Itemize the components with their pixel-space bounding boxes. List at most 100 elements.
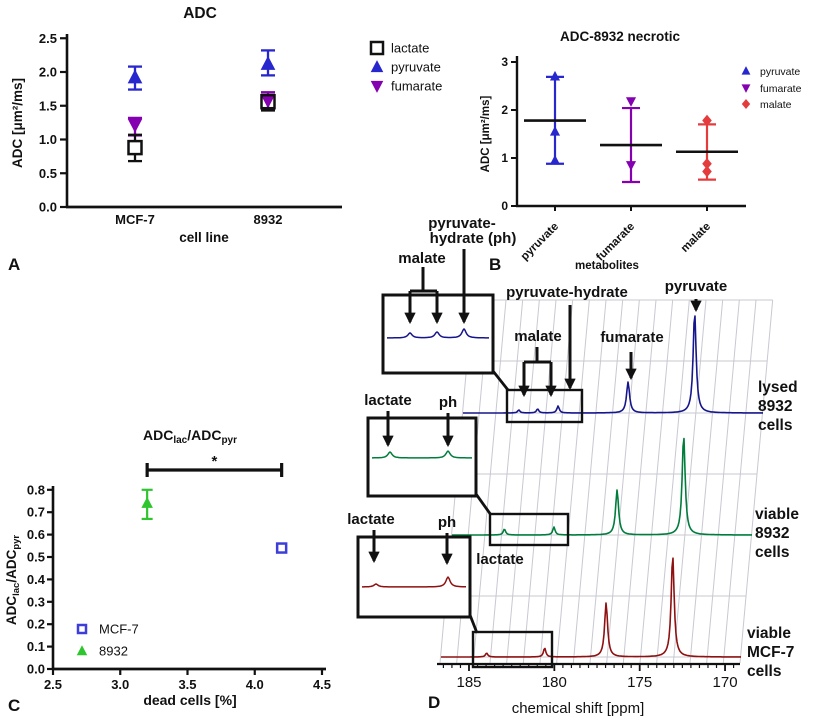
c-8932-point (141, 496, 153, 508)
grid-vline (606, 299, 640, 664)
b-y-tick-label: 3 (501, 55, 508, 69)
spectrum-name-viable-8932-cells: cells (755, 544, 789, 561)
c-y-tick-label: 0.1 (27, 639, 45, 654)
panel-label-b: B (489, 255, 501, 274)
c-xlabel: dead cells [%] (143, 692, 236, 708)
a-legend-lactate-label: lactate (391, 41, 429, 56)
inset-trace-viable-8932 (372, 450, 472, 459)
a-fumarate-marker (127, 118, 143, 133)
grid-vline (522, 299, 557, 664)
b-malate-point (702, 114, 712, 127)
panel-label-a: A (8, 255, 20, 274)
annotation-inset1-ph-line1: pyruvate- (428, 215, 496, 232)
c-y-tick-label: 0.5 (27, 550, 45, 565)
annotation-inset2-lactate: lactate (364, 392, 412, 409)
a-x-category-label: 8932 (254, 212, 283, 227)
b-title: ADC-8932 necrotic (560, 29, 681, 44)
nmr-x-axis: 185 180 175 170 (437, 662, 740, 691)
c-sig-star: * (211, 453, 217, 470)
inset-box (356, 535, 472, 619)
inset-connector (491, 370, 510, 391)
b-x-category-label: fumarate (594, 221, 637, 264)
grid-vline (639, 299, 674, 664)
a-legend-fumarate-marker (370, 80, 384, 93)
panel-b-plot: 0 1 2 3 pyruvate fumarate malate pyruvate fumara… (501, 55, 801, 263)
annotation-inset3-ph: ph (438, 514, 456, 531)
a-y-tick-label: 0.5 (39, 166, 57, 181)
a-y-tick-label: 2.5 (39, 31, 57, 46)
panel-label-c: C (8, 696, 20, 715)
c-title: ADClac/ADCpyr (143, 427, 237, 446)
a-legend-pyruvate-label: pyruvate (391, 60, 441, 75)
d-x-tick-label: 175 (627, 674, 652, 691)
b-ylabel: ADC [μm²/ms] (480, 95, 492, 172)
c-y-tick-label: 0.8 (27, 482, 45, 497)
c-x-tick-label: 2.5 (44, 677, 62, 692)
annotation-main-pyruvate-hydrate: pyruvate-hydrate (506, 284, 628, 301)
spectrum-name-viable-MCF-7-cells: MCF-7 (747, 644, 794, 661)
panel-label-d: D (428, 693, 440, 712)
d-x-tick-label: 180 (542, 674, 567, 691)
b-pyruvate-point (549, 126, 561, 136)
grid-vline (556, 299, 590, 664)
b-malate-point (702, 165, 712, 178)
a-ylabel: ADC [μm²/ms] (10, 78, 25, 168)
b-x-category-label: malate (679, 221, 713, 255)
grid-vline (689, 299, 724, 664)
c-y-tick-label: 0.3 (27, 594, 45, 609)
annotation-main-pyruvate: pyruvate (665, 278, 728, 295)
c-x-tick-label: 4.0 (246, 677, 264, 692)
b-fumarate-point (625, 97, 637, 107)
grid-vline (572, 299, 607, 664)
a-y-tick-label: 1.5 (39, 98, 57, 113)
c-y-tick-label: 0.2 (27, 617, 45, 632)
a-lactate-marker (127, 139, 143, 156)
b-x-category-label: pyruvate (519, 221, 561, 263)
a-y-tick-label: 1.0 (39, 132, 57, 147)
annotation-inset1-ph-line2: hydrate (ph) (430, 230, 517, 247)
a-title: ADC (183, 5, 217, 22)
spectrum-name-viable-8932-cells: viable (755, 506, 799, 523)
annotation-inset3-lactate: lactate (347, 511, 395, 528)
grid-vline (722, 299, 757, 664)
b-legend-malate-marker (741, 98, 751, 110)
a-x-category-label: MCF-7 (115, 212, 155, 227)
c-legend-8932-label: 8932 (99, 644, 128, 659)
nmr-spectra (441, 315, 763, 658)
panel-c-plot: 0.0 0.1 0.2 0.3 0.4 0.5 0.6 0.7 0.8 2.5 3.0 3.5 4.0 4… (4, 427, 331, 692)
d-xaxis-label: chemical shift [ppm] (512, 700, 645, 717)
c-y-tick-label: 0.0 (27, 662, 45, 677)
b-y-tick-label: 0 (501, 199, 508, 213)
inset-connector (474, 493, 493, 516)
b-pyruvate-point (549, 70, 561, 81)
spectrum-name-lysed-8932-cells: lysed (758, 379, 798, 396)
b-malate-point (702, 158, 712, 170)
b-legend-fumarate-label: fumarate (760, 83, 802, 95)
c-y-tick-label: 0.6 (27, 527, 45, 542)
c-legend-8932-marker (76, 645, 88, 656)
panel-a-plot: 0.0 0.5 1.0 1.5 2.0 2.5 MCF-7 8932 lactate pyruva… (39, 31, 442, 227)
spectrum-lysed-8932-cells (463, 315, 763, 414)
spectrum-name-lysed-8932-cells: cells (758, 417, 792, 434)
c-x-tick-label: 4.5 (313, 677, 331, 692)
spectrum-viable-MCF-7-cells (441, 557, 741, 658)
a-fumarate-marker (260, 94, 276, 109)
b-pyruvate-point (549, 154, 561, 165)
b-y-tick-label: 1 (501, 151, 508, 165)
annotation-main-fumarate: fumarate (600, 329, 663, 346)
annotation-inset1-malate: malate (398, 250, 446, 267)
grid-vline (539, 299, 574, 664)
spectrum-viable-8932-cells (452, 437, 752, 536)
a-pyruvate-marker (260, 55, 276, 70)
grid-vline (672, 299, 707, 664)
zoom-region-rect (505, 388, 584, 424)
annotation-inset2-ph: ph (439, 394, 457, 411)
grid-vline (506, 299, 540, 664)
b-y-tick-label: 2 (501, 103, 508, 117)
a-legend-fumarate-label: fumarate (391, 79, 442, 94)
annotation-main-malate: malate (514, 328, 562, 345)
c-x-tick-label: 3.0 (111, 677, 129, 692)
c-MCF-7-point (275, 542, 288, 554)
spectrum-name-lysed-8932-cells: 8932 (758, 398, 792, 415)
